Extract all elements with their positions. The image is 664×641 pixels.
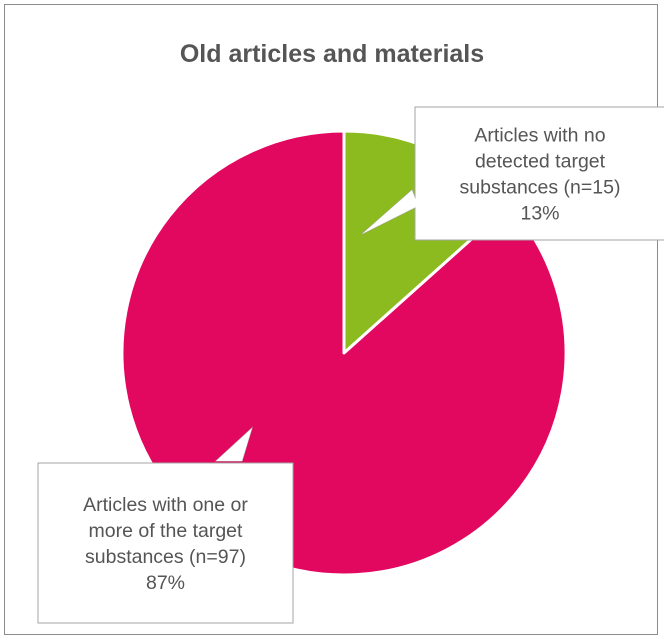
data-label-line: substances (n=15): [460, 177, 621, 199]
callout-no-substances: Articles with no detected target substance…: [361, 106, 664, 241]
data-label-line: 87%: [146, 572, 185, 594]
data-label-line: Articles with one or: [83, 494, 248, 516]
chart-title: Old articles and materials: [179, 40, 485, 68]
data-label-line: 13%: [520, 203, 559, 225]
callout-pointer-fill: [362, 190, 418, 234]
callout-box: [414, 106, 664, 241]
callout-with-substances: Articles with one or more of the target su…: [37, 426, 294, 624]
data-label-line: Articles with no: [474, 125, 605, 147]
data-label-line: substances (n=97): [85, 546, 246, 568]
data-label-line: detected target: [475, 151, 606, 173]
data-label-line: more of the target: [89, 520, 243, 542]
callout-pointer-fill: [216, 428, 252, 461]
callout-box: [37, 462, 294, 624]
